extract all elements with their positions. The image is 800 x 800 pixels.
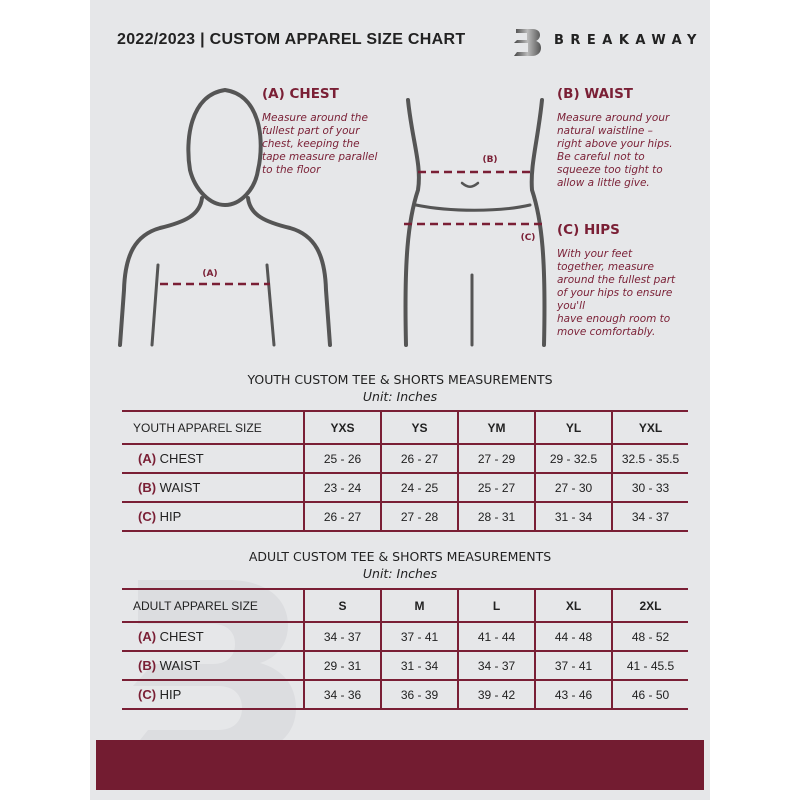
youth-table-title: YOUTH CUSTOM TEE & SHORTS MEASUREMENTS <box>247 372 553 387</box>
youth-unit: Unit: Inches <box>362 389 438 404</box>
youth-size-table: YOUTH APPAREL SIZE YXS YS YM YL YXL (A) … <box>122 410 688 532</box>
table-row: (A) CHEST 25 - 26 26 - 27 27 - 29 29 - 32.5 3… <box>122 443 688 474</box>
cell: 37 - 41 <box>380 621 458 652</box>
header-label: ADULT APPAREL SIZE <box>122 588 304 623</box>
upper-body-figure <box>118 87 332 347</box>
cell: 36 - 39 <box>380 679 458 710</box>
row-label: (B) WAIST <box>122 650 304 681</box>
lower-body-figure <box>403 98 547 347</box>
header-label: YOUTH APPAREL SIZE <box>122 410 304 445</box>
cell: 31 - 34 <box>534 501 612 532</box>
table-row: (A) CHEST 34 - 37 37 - 41 41 - 44 44 - 48 48 … <box>122 621 688 652</box>
cell: 27 - 28 <box>380 501 458 532</box>
cell: 41 - 44 <box>457 621 535 652</box>
cell: 25 - 27 <box>457 472 535 503</box>
cell: 44 - 48 <box>534 621 612 652</box>
size-header: XL <box>534 588 612 623</box>
hips-marker: (C) <box>521 233 536 243</box>
size-header: S <box>303 588 381 623</box>
cell: 48 - 52 <box>611 621 688 652</box>
adult-unit: Unit: Inches <box>362 566 438 581</box>
table-header-row: YOUTH APPAREL SIZE YXS YS YM YL YXL <box>122 410 688 445</box>
cell: 26 - 27 <box>380 443 458 474</box>
waist-description: Measure around your natural waistline – ri… <box>557 112 673 189</box>
table-row: (B) WAIST 23 - 24 24 - 25 25 - 27 27 - 30 30 … <box>122 472 688 503</box>
cell: 24 - 25 <box>380 472 458 503</box>
row-label: (A) CHEST <box>122 621 304 652</box>
cell: 31 - 34 <box>380 650 458 681</box>
cell: 23 - 24 <box>303 472 381 503</box>
cell: 29 - 32.5 <box>534 443 612 474</box>
table-row: (C) HIP 34 - 36 36 - 39 39 - 42 43 - 46 46 - … <box>122 679 688 710</box>
row-label: (B) WAIST <box>122 472 304 503</box>
cell: 26 - 27 <box>303 501 381 532</box>
cell: 39 - 42 <box>457 679 535 710</box>
cell: 27 - 29 <box>457 443 535 474</box>
size-header: 2XL <box>611 588 688 623</box>
size-header: YM <box>457 410 535 445</box>
row-label: (A) CHEST <box>122 443 304 474</box>
size-header: YXL <box>611 410 688 445</box>
brand-name: BREAKAWAY <box>554 33 703 48</box>
cell: 30 - 33 <box>611 472 688 503</box>
waist-marker: (B) <box>482 155 497 165</box>
size-header: YS <box>380 410 458 445</box>
breakaway-logo-icon <box>514 29 541 56</box>
chest-description: Measure around the fullest part of your ch… <box>262 112 378 176</box>
cell: 34 - 36 <box>303 679 381 710</box>
cell: 25 - 26 <box>303 443 381 474</box>
cell: 32.5 - 35.5 <box>611 443 688 474</box>
table-row: (C) HIP 26 - 27 27 - 28 28 - 31 31 - 34 34 - … <box>122 501 688 532</box>
body-figures: (A) (B) (C) <box>118 87 547 347</box>
row-label: (C) HIP <box>122 501 304 532</box>
size-header: M <box>380 588 458 623</box>
cell: 27 - 30 <box>534 472 612 503</box>
adult-size-table: ADULT APPAREL SIZE S M L XL 2XL (A) CHES… <box>122 588 688 710</box>
cell: 37 - 41 <box>534 650 612 681</box>
chest-marker: (A) <box>202 269 217 279</box>
cell: 43 - 46 <box>534 679 612 710</box>
chest-heading: (A) CHEST <box>262 86 339 102</box>
size-header: YXS <box>303 410 381 445</box>
cell: 41 - 45.5 <box>611 650 688 681</box>
size-header: L <box>457 588 535 623</box>
hips-description: With your feet together, measure around th… <box>557 248 676 338</box>
cell: 34 - 37 <box>457 650 535 681</box>
waist-heading: (B) WAIST <box>557 86 634 102</box>
cell: 46 - 50 <box>611 679 688 710</box>
cell: 34 - 37 <box>303 621 381 652</box>
cell: 29 - 31 <box>303 650 381 681</box>
page-title: 2022/2023 | CUSTOM APPAREL SIZE CHART <box>117 31 466 48</box>
table-header-row: ADULT APPAREL SIZE S M L XL 2XL <box>122 588 688 623</box>
size-chart-page: 2022/2023 | CUSTOM APPAREL SIZE CHART BR… <box>90 0 710 800</box>
size-header: YL <box>534 410 612 445</box>
cell: 34 - 37 <box>611 501 688 532</box>
row-label: (C) HIP <box>122 679 304 710</box>
adult-table-title: ADULT CUSTOM TEE & SHORTS MEASUREMENTS <box>248 549 552 564</box>
footer-bar <box>96 740 704 790</box>
hips-heading: (C) HIPS <box>557 222 620 238</box>
cell: 28 - 31 <box>457 501 535 532</box>
table-row: (B) WAIST 29 - 31 31 - 34 34 - 37 37 - 41 41 … <box>122 650 688 681</box>
